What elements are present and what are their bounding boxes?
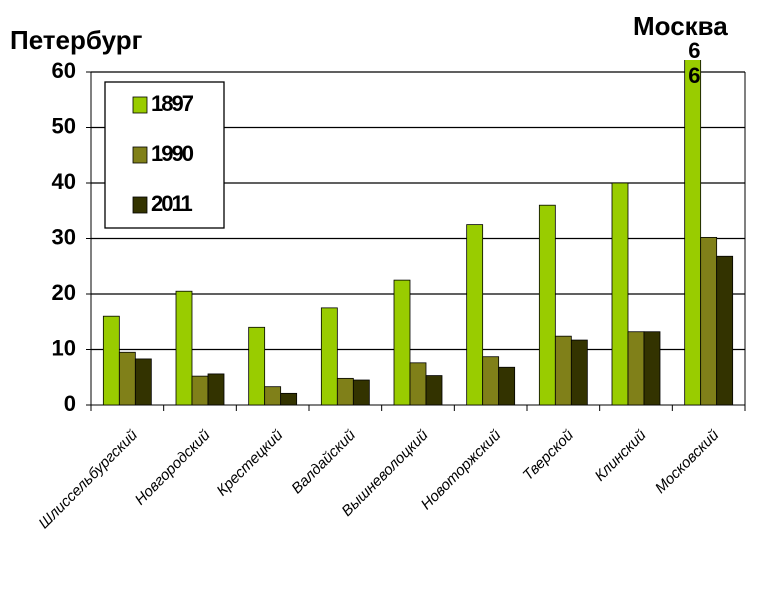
bar (336, 377, 354, 406)
bar (393, 279, 411, 406)
x-tick-label: Тверской (520, 426, 578, 484)
legend-label: 1897 (151, 91, 194, 116)
bar (611, 182, 629, 406)
legend-swatch (132, 196, 148, 214)
bar (175, 290, 193, 406)
y-tick-label: 20 (52, 280, 76, 305)
x-tick-label: Валдайский (288, 426, 359, 497)
bar (134, 358, 152, 406)
legend-swatch (132, 146, 148, 164)
y-tick-label: 50 (52, 113, 76, 138)
bar (498, 366, 516, 406)
x-tick-label: Шлиссельбургский (35, 426, 141, 532)
legend-label: 1990 (151, 141, 194, 166)
legend-swatch (132, 96, 148, 114)
bar (352, 379, 370, 406)
bar (102, 315, 120, 406)
legend-box (104, 81, 225, 229)
bar (320, 307, 338, 406)
annotation: Москва (633, 11, 728, 41)
y-tick-label: 30 (52, 224, 76, 249)
x-tick-label: Новгородский (132, 426, 214, 508)
y-tick-label: 0 (64, 391, 76, 416)
bar (409, 362, 427, 406)
bar (207, 373, 225, 406)
bar (700, 236, 718, 406)
bar (554, 335, 572, 406)
bar (482, 356, 500, 406)
data-label: 66 (682, 38, 707, 88)
bar (627, 331, 645, 406)
legend-label: 2011 (151, 191, 192, 216)
y-tick-label: 60 (52, 58, 76, 83)
x-tick-label: Московский (652, 426, 723, 497)
bar (264, 386, 282, 406)
bar (684, 60, 702, 406)
annotation: Петербург (10, 25, 143, 55)
x-tick-label: Клинский (592, 426, 651, 485)
bar (466, 224, 484, 406)
bar (191, 375, 209, 406)
x-tick-label: Крестецкий (213, 426, 286, 499)
y-tick-label: 10 (52, 335, 76, 360)
bar (425, 375, 443, 406)
bar (716, 255, 734, 406)
bar (118, 351, 136, 406)
bars (102, 60, 734, 406)
bar (248, 326, 266, 406)
bar (570, 339, 588, 406)
y-tick-label: 40 (52, 169, 76, 194)
bar (643, 331, 661, 406)
bar (538, 204, 556, 406)
bar (280, 392, 298, 406)
